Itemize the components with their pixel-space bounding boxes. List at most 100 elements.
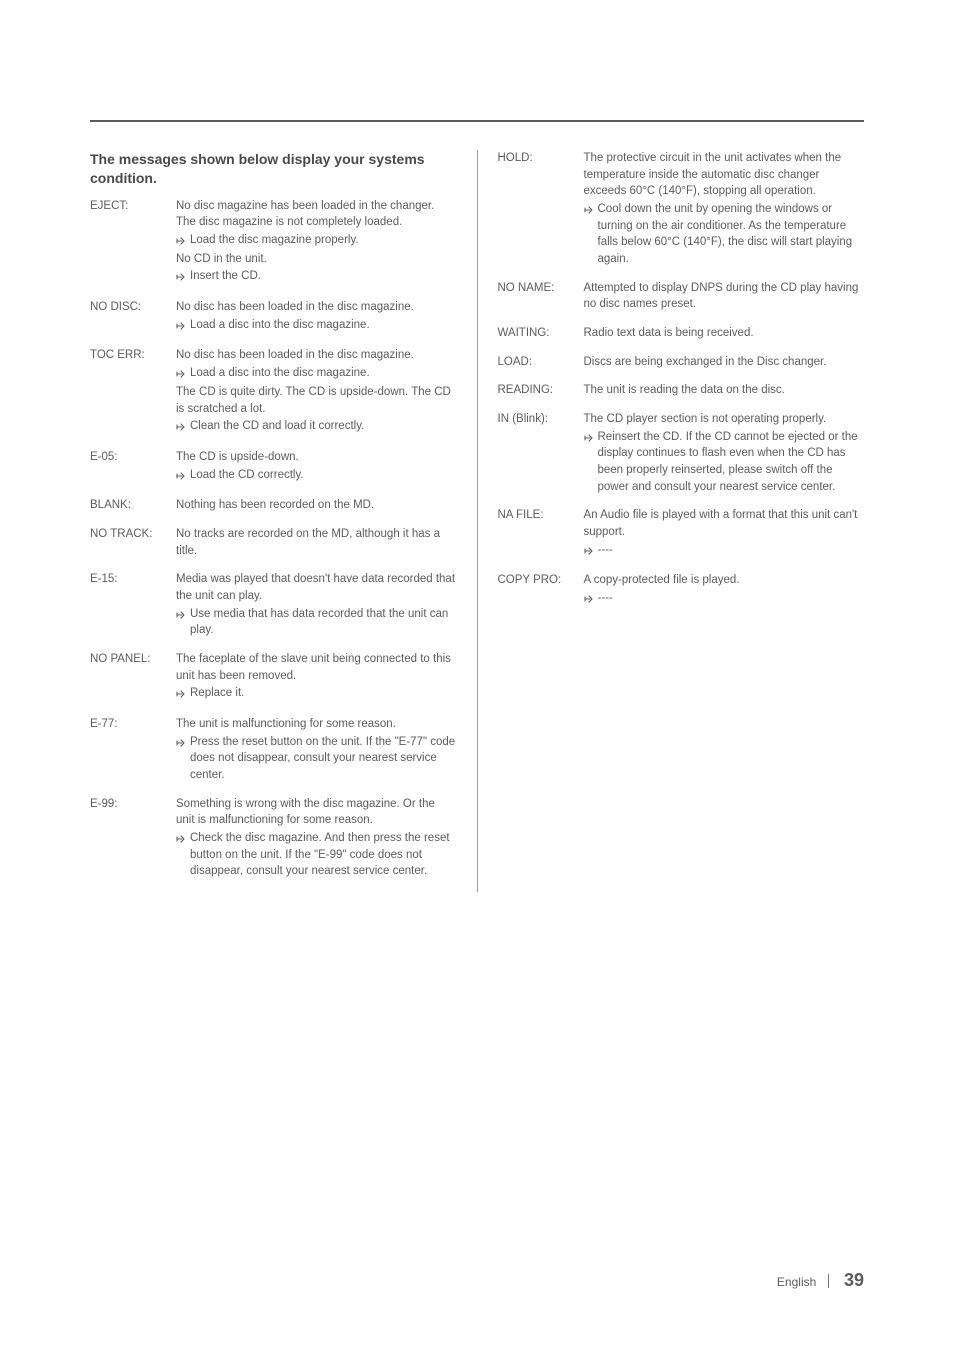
message-description: The faceplate of the slave unit being co… (176, 651, 457, 684)
message-code: WAITING: (498, 325, 584, 342)
message-action-text: Clean the CD and load it correctly. (190, 418, 364, 435)
message-body: The CD player section is not operating p… (584, 411, 865, 495)
message-action: Load a disc into the disc magazine. (176, 365, 457, 384)
message-description: An Audio file is played with a format th… (584, 507, 865, 540)
message-description: No disc has been loaded in the disc maga… (176, 347, 457, 364)
action-arrow-icon (176, 420, 186, 437)
message-description: No disc has been loaded in the disc maga… (176, 299, 457, 316)
message-code: E-77: (90, 716, 176, 784)
message-description: The unit is malfunctioning for some reas… (176, 716, 457, 733)
message-body: No disc has been loaded in the disc maga… (176, 299, 457, 335)
message-body: No disc has been loaded in the disc maga… (176, 347, 457, 436)
message-action-text: Reinsert the CD. If the CD cannot be eje… (598, 429, 865, 496)
message-code: BLANK: (90, 497, 176, 514)
action-arrow-icon (584, 203, 594, 220)
message-body: Something is wrong with the disc magazin… (176, 796, 457, 880)
message-action-text: Load a disc into the disc magazine. (190, 365, 370, 382)
message-action-text: Load the disc magazine properly. (190, 232, 359, 249)
message-body: The faceplate of the slave unit being co… (176, 651, 457, 704)
message-action: ---- (584, 590, 865, 609)
message-action: Load a disc into the disc magazine. (176, 317, 457, 336)
message-entry: E-05:The CD is upside-down.Load the CD c… (90, 449, 457, 485)
message-description: No disc magazine has been loaded in the … (176, 198, 457, 231)
action-arrow-icon (176, 319, 186, 336)
message-entry: READING:The unit is reading the data on … (498, 382, 865, 399)
message-entry: COPY PRO:A copy-protected file is played… (498, 572, 865, 608)
message-entry: WAITING:Radio text data is being receive… (498, 325, 865, 342)
message-code: NO NAME: (498, 280, 584, 313)
message-description: Radio text data is being received. (584, 325, 865, 342)
message-description: Attempted to display DNPS during the CD … (584, 280, 865, 313)
message-action-text: Replace it. (190, 685, 244, 702)
message-action: Press the reset button on the unit. If t… (176, 734, 457, 784)
message-entry: IN (Blink):The CD player section is not … (498, 411, 865, 495)
message-entry: E-77:The unit is malfunctioning for some… (90, 716, 457, 784)
message-description: Something is wrong with the disc magazin… (176, 796, 457, 829)
message-body: Discs are being exchanged in the Disc ch… (584, 354, 865, 371)
message-description: The protective circuit in the unit activ… (584, 150, 865, 200)
message-body: The unit is malfunctioning for some reas… (176, 716, 457, 784)
message-action: Replace it. (176, 685, 457, 704)
message-action: Use media that has data recorded that th… (176, 606, 457, 639)
message-description: No CD in the unit. (176, 251, 457, 268)
message-entry: E-99:Something is wrong with the disc ma… (90, 796, 457, 880)
message-code: READING: (498, 382, 584, 399)
message-action: Check the disc magazine. And then press … (176, 830, 457, 880)
message-body: Media was played that doesn't have data … (176, 571, 457, 639)
message-body: The protective circuit in the unit activ… (584, 150, 865, 268)
message-action: Clean the CD and load it correctly. (176, 418, 457, 437)
message-description: No tracks are recorded on the MD, althou… (176, 526, 457, 559)
message-description: Nothing has been recorded on the MD. (176, 497, 457, 514)
message-action-text: Use media that has data recorded that th… (190, 606, 457, 639)
message-code: E-15: (90, 571, 176, 639)
message-entry: NA FILE:An Audio file is played with a f… (498, 507, 865, 560)
message-action-text: Load the CD correctly. (190, 467, 304, 484)
action-arrow-icon (176, 736, 186, 753)
message-action-text: Cool down the unit by opening the window… (598, 201, 865, 268)
message-body: The unit is reading the data on the disc… (584, 382, 865, 399)
message-code: NO DISC: (90, 299, 176, 335)
action-arrow-icon (176, 608, 186, 625)
message-entry: NO NAME:Attempted to display DNPS during… (498, 280, 865, 313)
message-entry: NO DISC:No disc has been loaded in the d… (90, 299, 457, 335)
message-action-text: Insert the CD. (190, 268, 261, 285)
action-arrow-icon (584, 592, 594, 609)
message-code: NO TRACK: (90, 526, 176, 559)
message-body: No tracks are recorded on the MD, althou… (176, 526, 457, 559)
message-entry: BLANK:Nothing has been recorded on the M… (90, 497, 457, 514)
message-entry: LOAD:Discs are being exchanged in the Di… (498, 354, 865, 371)
message-action-text: ---- (598, 542, 613, 559)
message-description: The CD is quite dirty. The CD is upside-… (176, 384, 457, 417)
footer-language: English (777, 1275, 816, 1289)
message-code: EJECT: (90, 198, 176, 287)
left-column: The messages shown below display your sy… (90, 150, 457, 892)
message-body: The CD is upside-down.Load the CD correc… (176, 449, 457, 485)
message-entry: EJECT:No disc magazine has been loaded i… (90, 198, 457, 287)
action-arrow-icon (176, 234, 186, 251)
message-action-text: Press the reset button on the unit. If t… (190, 734, 457, 784)
message-action-text: Check the disc magazine. And then press … (190, 830, 457, 880)
horizontal-rule (90, 120, 864, 122)
message-action: Load the CD correctly. (176, 467, 457, 486)
message-body: Radio text data is being received. (584, 325, 865, 342)
right-column: HOLD:The protective circuit in the unit … (498, 150, 865, 892)
footer-page-number: 39 (844, 1270, 864, 1290)
message-entry: TOC ERR:No disc has been loaded in the d… (90, 347, 457, 436)
message-action: ---- (584, 542, 865, 561)
action-arrow-icon (176, 367, 186, 384)
column-divider (477, 150, 478, 892)
message-action-text: Load a disc into the disc magazine. (190, 317, 370, 334)
message-code: TOC ERR: (90, 347, 176, 436)
message-body: An Audio file is played with a format th… (584, 507, 865, 560)
message-action: Insert the CD. (176, 268, 457, 287)
message-action: Cool down the unit by opening the window… (584, 201, 865, 268)
message-body: A copy-protected file is played.---- (584, 572, 865, 608)
message-description: A copy-protected file is played. (584, 572, 865, 589)
message-body: No disc magazine has been loaded in the … (176, 198, 457, 287)
message-body: Nothing has been recorded on the MD. (176, 497, 457, 514)
message-description: Media was played that doesn't have data … (176, 571, 457, 604)
message-description: The CD player section is not operating p… (584, 411, 865, 428)
message-code: E-05: (90, 449, 176, 485)
message-entry: NO TRACK:No tracks are recorded on the M… (90, 526, 457, 559)
section-heading: The messages shown below display your sy… (90, 150, 457, 188)
